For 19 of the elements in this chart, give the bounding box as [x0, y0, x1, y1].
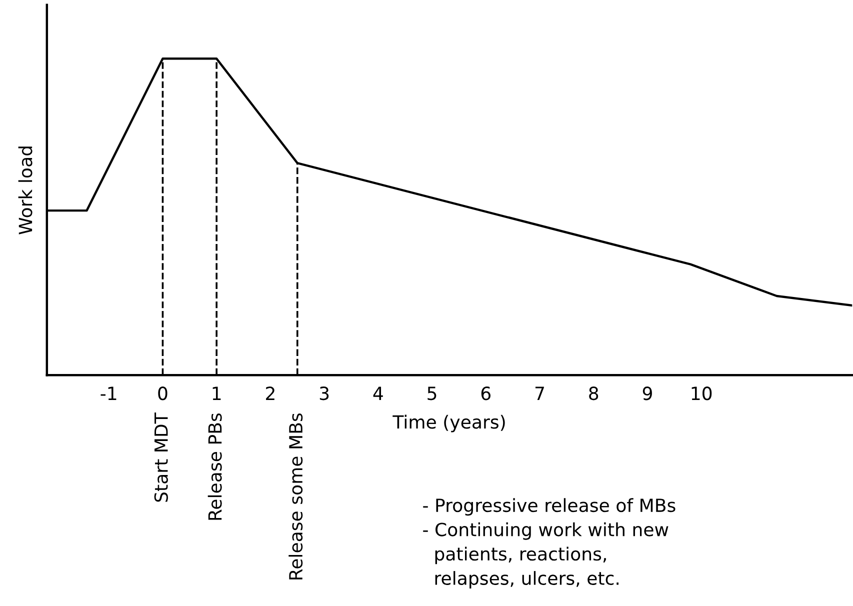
x-tick-label: 5	[428, 386, 436, 400]
x-tick-label: 0	[158, 386, 168, 400]
x-tick-label: 6	[481, 386, 490, 400]
x-tick-label: 8	[589, 386, 598, 400]
x-tick-label: 9	[642, 386, 652, 400]
text: - Continuing work with new patients, reactions, relapses, ulcers, etc.	[423, 522, 668, 589]
x-tick-label: 7	[535, 386, 544, 400]
x-tick-label: -1	[100, 386, 116, 400]
x-tick-label: 10	[692, 386, 712, 400]
x-tick-label: 4	[373, 386, 383, 400]
text: - Progressive release of MBs	[423, 498, 676, 516]
ref-line-label: Release PBs	[208, 413, 222, 520]
x-tick-label: 1	[212, 386, 221, 400]
ref-line-label: Release some MBs	[288, 413, 303, 580]
y-axis-title: Work load	[18, 146, 32, 234]
ref-line-label: Start MDT	[154, 412, 168, 502]
x-tick-label: 2	[266, 386, 274, 400]
x-tick-label: 3	[320, 386, 329, 400]
x-axis-title: Time (years)	[392, 414, 505, 432]
